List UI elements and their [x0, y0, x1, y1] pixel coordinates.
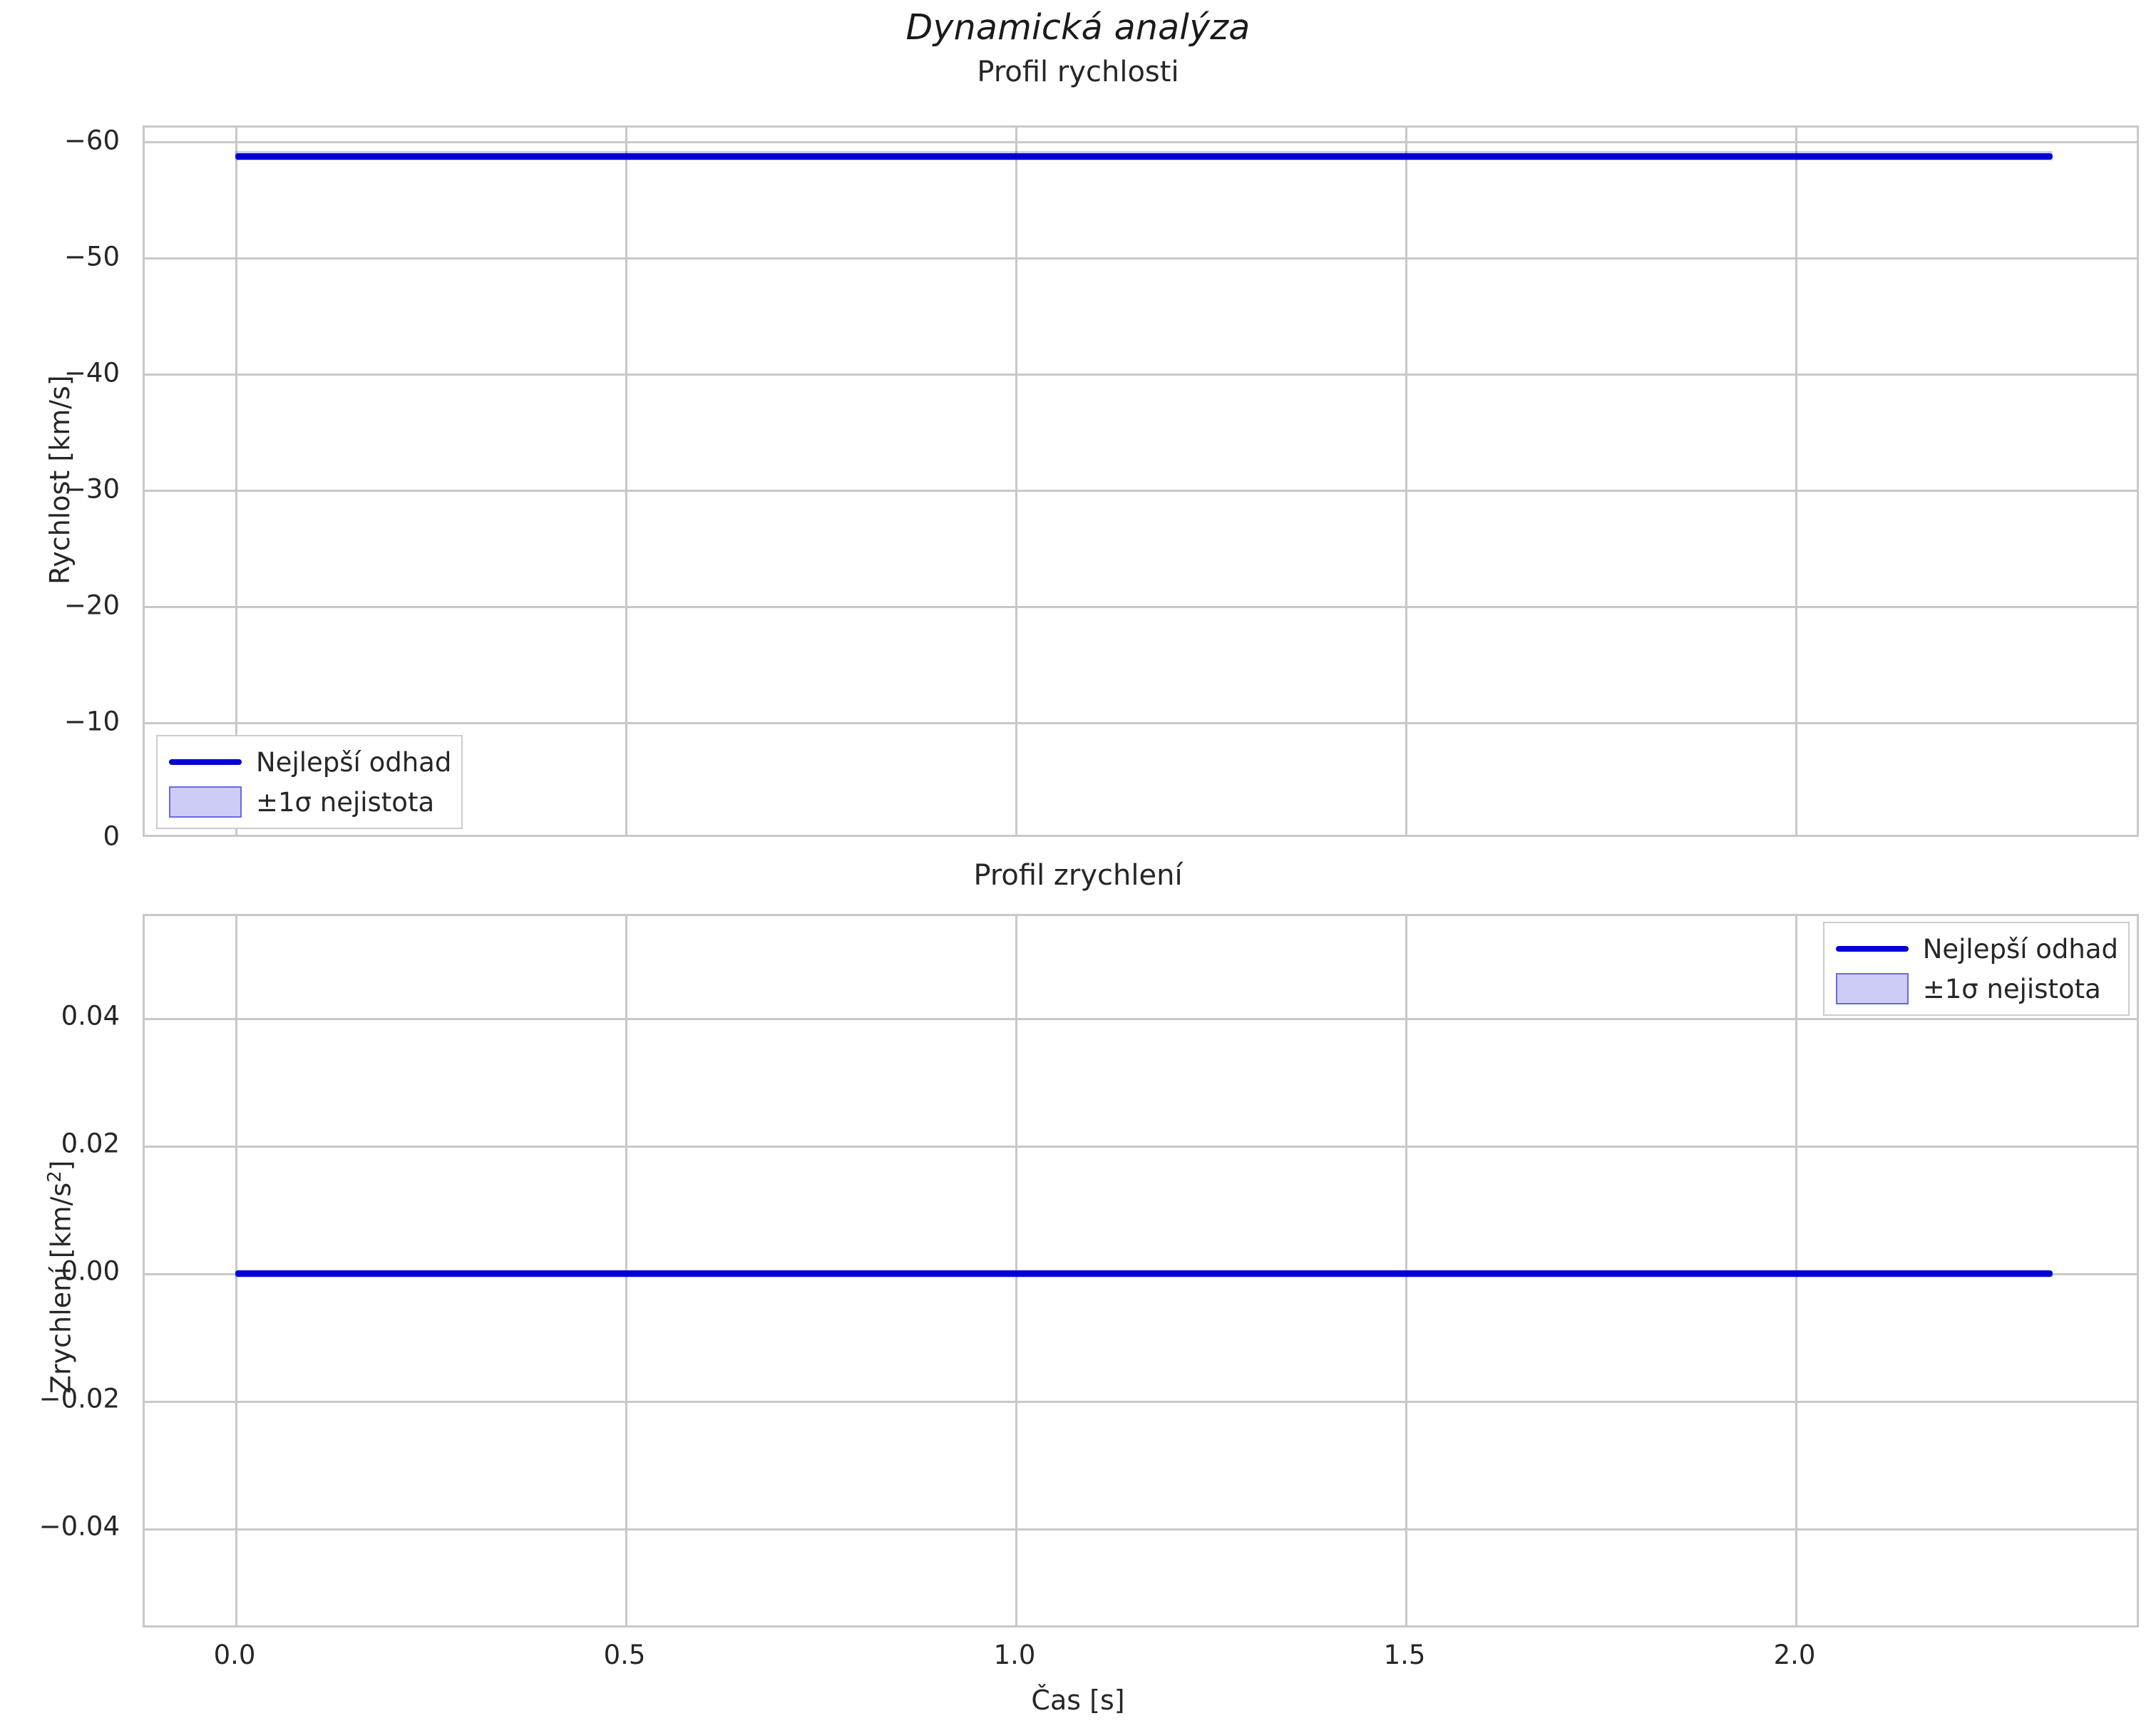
legend-entry[interactable]: ±1σ nejistota [168, 782, 451, 822]
velocity-axes-title: Profil rychlosti [977, 56, 1179, 88]
acceleration-ylabel-tail: ] [45, 1160, 77, 1171]
velocity-ytick-label: 0 [103, 821, 120, 852]
legend-entry-label: ±1σ nejistota [1922, 973, 2101, 1004]
gridline-vertical [1795, 128, 1797, 835]
legend-line-key-icon [168, 748, 243, 776]
acceleration-ytick-label: −0.02 [38, 1383, 120, 1414]
legend-entry-label: Nejlepší odhad [1922, 933, 2118, 965]
acceleration-ytick-label: 0.00 [61, 1255, 120, 1287]
velocity-ytick-label: −10 [63, 706, 120, 737]
acceleration-xtick-label: 1.0 [993, 1640, 1036, 1670]
acceleration-axes-title: Profil zrychlení [973, 859, 1183, 892]
velocity-ytick-label: −50 [63, 241, 120, 272]
velocity-ytick-label: −40 [63, 357, 120, 389]
velocity-ytick-label: −20 [63, 590, 120, 621]
acceleration-legend[interactable]: Nejlepší odhad ±1σ nejistota [1822, 922, 2130, 1016]
legend-entry[interactable]: ±1σ nejistota [1834, 969, 2118, 1009]
gridline-horizontal [145, 1146, 2137, 1148]
gridline-horizontal [145, 722, 2137, 724]
acceleration-xtick-label: 0.5 [603, 1640, 646, 1670]
gridline-vertical [1405, 128, 1407, 835]
gridline-horizontal [145, 1528, 2137, 1531]
gridline-horizontal [145, 141, 2137, 143]
figure-suptitle: Dynamická analýza [905, 7, 1251, 48]
gridline-vertical [625, 128, 627, 835]
legend-entry[interactable]: Nejlepší odhad [1834, 929, 2118, 969]
acceleration-xtick-label: 0.0 [213, 1640, 256, 1670]
velocity-ylabel: Rychlost [km/s] [44, 375, 76, 585]
velocity-ytick-label: −60 [63, 125, 120, 156]
legend-patch-key-icon [1834, 973, 1910, 1004]
acceleration-ytick-label: 0.02 [61, 1128, 120, 1159]
gridline-horizontal [145, 1018, 2137, 1020]
gridline-horizontal [145, 257, 2137, 259]
gridline-horizontal [145, 606, 2137, 608]
legend-line-key-icon [1834, 935, 1910, 963]
velocity-ytick-label: −30 [63, 473, 120, 505]
velocity-legend[interactable]: Nejlepší odhad ±1σ nejistota [156, 735, 463, 829]
legend-entry-label: Nejlepší odhad [256, 746, 452, 778]
acceleration-xtick-label: 1.5 [1383, 1640, 1426, 1670]
acceleration-plot-area[interactable]: Nejlepší odhad ±1σ nejistota [143, 914, 2139, 1627]
gridline-horizontal [145, 490, 2137, 492]
acceleration-xlabel: Čas [s] [1031, 1685, 1125, 1716]
acceleration-ylabel: Zrychlení [km/s2] [44, 1161, 77, 1394]
velocity-plot-area[interactable]: Nejlepší odhad ±1σ nejistota [143, 125, 2139, 837]
gridline-vertical [235, 128, 237, 835]
legend-patch-key-icon [168, 786, 243, 818]
gridline-horizontal [145, 374, 2137, 376]
acceleration-ylabel-base: Zrychlení [km/s [45, 1182, 77, 1394]
velocity-best-estimate-line [235, 153, 2053, 160]
acceleration-xtick-label: 2.0 [1773, 1640, 1816, 1670]
acceleration-best-estimate-line [235, 1270, 2053, 1277]
gridline-horizontal [145, 1401, 2137, 1403]
gridline-vertical [1015, 128, 1017, 835]
acceleration-ytick-label: −0.04 [38, 1511, 120, 1542]
acceleration-ylabel-superscript: 2 [44, 1171, 66, 1183]
legend-entry-label: ±1σ nejistota [256, 786, 435, 818]
acceleration-ytick-label: 0.04 [61, 1000, 120, 1032]
legend-entry[interactable]: Nejlepší odhad [168, 742, 451, 782]
